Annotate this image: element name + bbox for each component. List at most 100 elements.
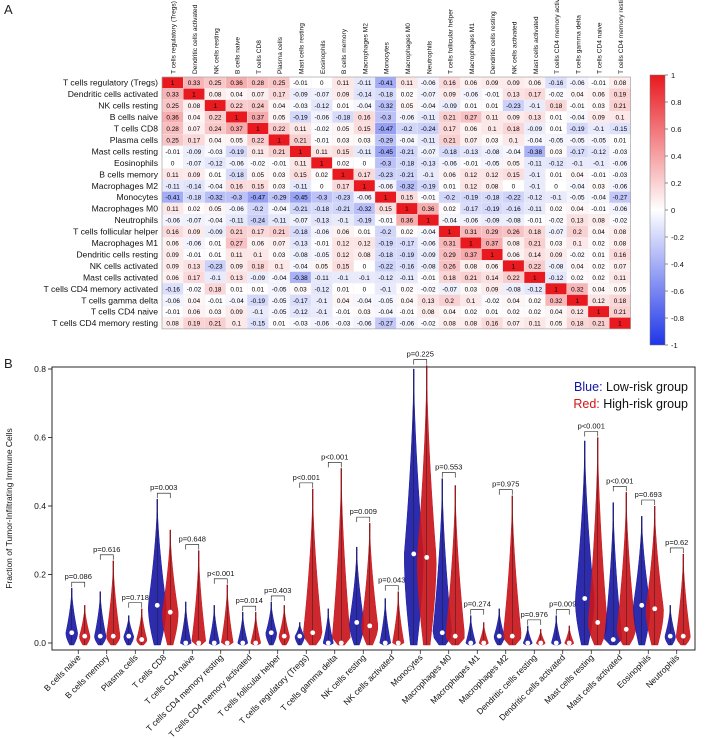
heatmap-col-label: Macrophages M2 xyxy=(362,23,369,74)
p-value-label: p=0.976 xyxy=(521,610,548,619)
heatmap-cell-label: 0.11 xyxy=(529,321,541,328)
heatmap-cell-label: 0 xyxy=(554,183,558,190)
heatmap-cell-label: 0.13 xyxy=(188,263,201,270)
p-value-label: p=0.403 xyxy=(264,586,291,595)
heatmap-cell-label: 0.11 xyxy=(252,149,264,156)
heatmap-cell-label: 0.16 xyxy=(614,252,627,259)
median-high xyxy=(395,640,401,646)
heatmap-cell-label: 0.18 xyxy=(571,321,584,328)
heatmap-cell-label: -0.03 xyxy=(613,149,628,156)
heatmap-cell-label: 0.24 xyxy=(252,103,265,110)
p-value-label: p=0.616 xyxy=(93,545,120,554)
heatmap-cell-label: 0.05 xyxy=(337,126,350,133)
heatmap-cell-label: -0.18 xyxy=(229,172,244,179)
heatmap-cell-label: 0.03 xyxy=(337,137,350,144)
legend-text: High-risk group xyxy=(603,397,688,411)
p-value-label: p=0.014 xyxy=(236,596,263,605)
heatmap-cell-label: 0.17 xyxy=(273,92,286,99)
heatmap-col-label: T cells gamma delta xyxy=(575,15,582,74)
heatmap-cell-label: -0.09 xyxy=(251,275,266,282)
significance-bracket xyxy=(641,499,656,505)
heatmap-cell-label: -0.27 xyxy=(613,195,628,202)
heatmap-cell-label: 0.09 xyxy=(507,115,520,122)
colorbar-tick-label: -0.2 xyxy=(671,233,684,242)
heatmap-cell-label: -0.1 xyxy=(380,286,391,293)
heatmap-cell-label: -0.01 xyxy=(464,160,479,167)
median-low xyxy=(354,620,360,625)
heatmap-cell-label: 0.04 xyxy=(188,298,201,305)
heatmap-cell-label: -0.02 xyxy=(251,160,266,167)
heatmap-cell-label: 0.11 xyxy=(167,206,179,213)
heatmap-cell-label: -0.09 xyxy=(208,229,223,236)
heatmap-cell-label: 0.06 xyxy=(486,263,499,270)
heatmap-cell-label: 0.2 xyxy=(573,229,582,236)
heatmap-cell-label: -0.1 xyxy=(316,298,327,305)
heatmap-cell-label: -0.11 xyxy=(421,115,436,122)
heatmap-cell-label: -0.11 xyxy=(357,149,372,156)
heatmap-cell-label: -0.04 xyxy=(570,183,585,190)
p-value-label: p=0.693 xyxy=(635,490,662,499)
significance-bracket xyxy=(356,516,371,523)
heatmap-col-label: T cells follicular helper xyxy=(448,8,455,74)
p-value-label: p=0.718 xyxy=(122,593,149,602)
significance-bracket xyxy=(527,619,542,625)
heatmap-cell-label: -0.11 xyxy=(421,137,436,144)
heatmap-row-label: T cells CD4 memory resting xyxy=(52,318,158,328)
median-high xyxy=(367,623,373,629)
heatmap-cell-label: 0.04 xyxy=(592,286,605,293)
heatmap-cell-label: 0.29 xyxy=(486,229,499,236)
heatmap-cell-label: -0.02 xyxy=(549,218,564,225)
heatmap-cell-label: 0.08 xyxy=(592,218,605,225)
heatmap-col-label: Macrophages M1 xyxy=(469,23,476,74)
violin-plot: 0.0 0.2 0.4 0.6 0.8 Fraction of Tumor-Infiltr… xyxy=(4,350,696,738)
heatmap-cell-label: -0.18 xyxy=(293,229,308,236)
heatmap-row-label: T cells CD8 xyxy=(114,124,158,134)
heatmap-cell-label: 0.32 xyxy=(550,298,563,305)
heatmap-col-label: Dendritic cells resting xyxy=(490,11,497,74)
heatmap-cell-label: -0.18 xyxy=(442,149,457,156)
heatmap-cell-label: 0.09 xyxy=(230,263,243,270)
heatmap-cell-label: -0.01 xyxy=(421,275,436,282)
colorbar-gradient xyxy=(649,74,666,346)
heatmap-cell-label: 0.21 xyxy=(592,321,605,328)
heatmap-cell-label: -0.01 xyxy=(485,92,500,99)
x-tick-label: Macrophages M1 xyxy=(428,652,482,706)
heatmap-cell-label: -0.01 xyxy=(591,172,606,179)
heatmap-cell-label: -0.08 xyxy=(506,218,521,225)
heatmap-cell-label: 0.01 xyxy=(614,137,627,144)
significance-bracket xyxy=(185,544,200,550)
median-high xyxy=(338,640,344,646)
significance-bracket xyxy=(669,547,684,553)
heatmap-cell-label: 0.21 xyxy=(443,137,456,144)
heatmap-cell-label: 0.01 xyxy=(486,309,499,316)
heatmap-cell-label: -0.19 xyxy=(400,252,415,259)
heatmap-col-label: Mast cells resting xyxy=(298,23,305,74)
heatmap-row-label: Dendritic cells activated xyxy=(68,89,158,99)
significance-bracket xyxy=(612,486,627,492)
p-value-label: p=0.225 xyxy=(407,350,434,359)
heatmap-cell-label: 0 xyxy=(363,160,367,167)
heatmap-cell-label: 0.02 xyxy=(401,92,414,99)
heatmap-cell-label: 0.05 xyxy=(550,321,563,328)
heatmap-cell-label: -0.18 xyxy=(485,195,500,202)
heatmap-cell-label: 0.08 xyxy=(358,252,371,259)
heatmap-cell-label: 0.17 xyxy=(358,172,371,179)
heatmap-col-label: Eosinophils xyxy=(320,40,327,74)
median-low xyxy=(69,630,75,636)
heatmap-cell-label: -0.02 xyxy=(570,252,585,259)
heatmap-cell-label: -0.01 xyxy=(378,218,393,225)
colorbar-tick-label: 0 xyxy=(671,206,675,215)
heatmap-cell-label: -0.07 xyxy=(421,92,436,99)
heatmap-cell-label: 0.01 xyxy=(592,252,605,259)
heatmap-col-label: B cells naive xyxy=(235,37,242,74)
heatmap-cell-label: 0.04 xyxy=(592,229,605,236)
heatmap-cell-label: 0.16 xyxy=(443,80,456,87)
heatmap-cell-label: -0.16 xyxy=(549,80,564,87)
heatmap-row-label: Mast cells activated xyxy=(83,272,158,282)
heatmap-col-label: Dendritic cells activated xyxy=(192,4,199,74)
p-value-label: p<0.001 xyxy=(293,473,320,482)
heatmap-cell-label: -0.06 xyxy=(357,195,372,202)
heatmap-cell-label: 0.1 xyxy=(253,252,262,259)
heatmap-col-label: B cells memory xyxy=(341,28,348,74)
heatmap-cell-label: -0.11 xyxy=(272,218,287,225)
